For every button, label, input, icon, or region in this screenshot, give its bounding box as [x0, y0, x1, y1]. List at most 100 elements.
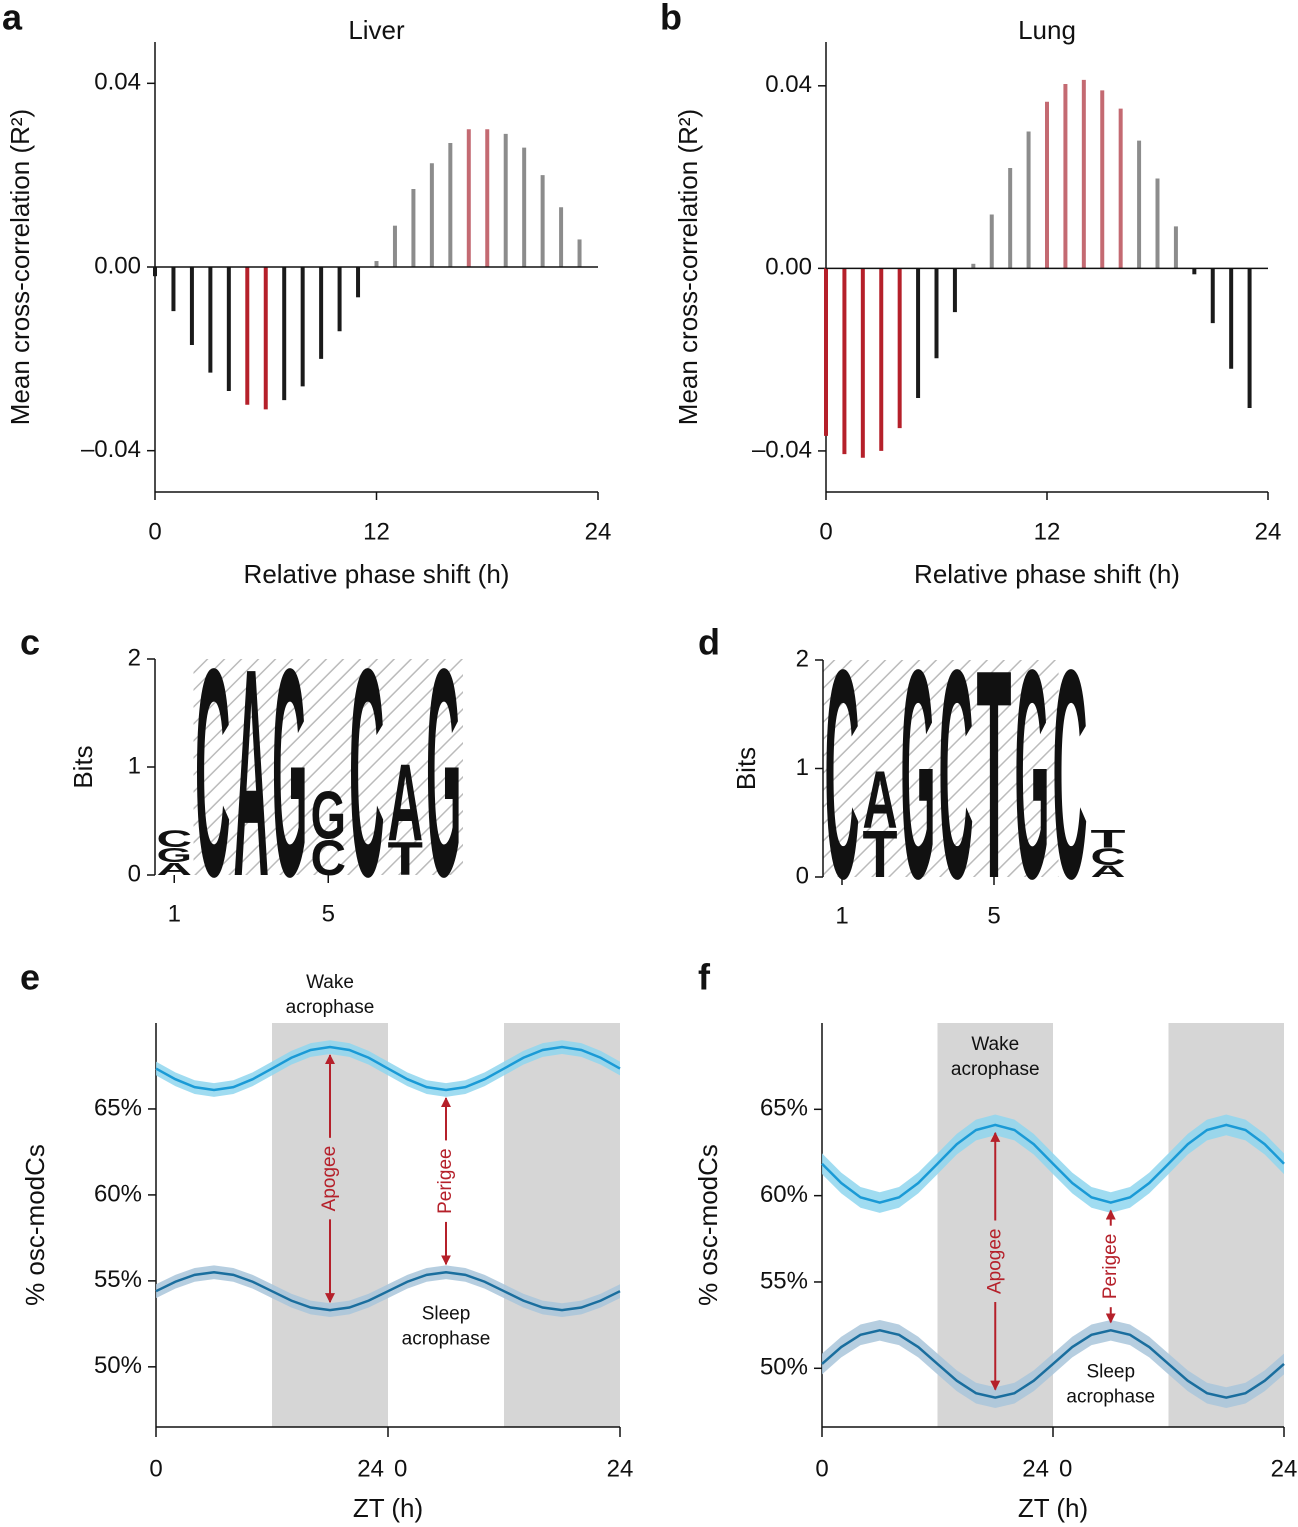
logo-letter: C	[310, 829, 346, 886]
panel-letter: d	[698, 622, 720, 663]
y-axis-label: Mean cross-correlation (R²)	[673, 109, 703, 425]
logo-letter: C	[1052, 609, 1087, 941]
y-tick-label: 1	[128, 752, 141, 779]
panel-letter: e	[20, 957, 40, 998]
x-tick-label: 24	[1022, 1455, 1049, 1482]
chart-title: Liver	[348, 15, 405, 45]
x-tick-label: 0	[819, 518, 832, 545]
x-tick-label: 12	[363, 518, 390, 545]
x-tick-label: 24	[357, 1455, 384, 1482]
series-label: acrophase	[1066, 1386, 1155, 1407]
series-line	[821, 1329, 1285, 1399]
x-tick-label: 12	[1034, 518, 1061, 545]
logo-letter: T	[976, 609, 1011, 941]
series-label: Wake	[306, 972, 354, 993]
logo-letter: C	[1090, 844, 1125, 871]
x-tick-label: 0	[815, 1455, 828, 1482]
hatched-region	[823, 660, 1059, 877]
x-tick-label: 1	[168, 900, 181, 927]
y-tick-label: 65%	[760, 1095, 808, 1122]
y-tick-label: 55%	[760, 1267, 808, 1294]
night-shade	[1168, 1023, 1284, 1427]
x-tick-label: 0	[394, 1455, 407, 1482]
y-tick-label: 0.04	[765, 71, 812, 98]
logo-letter: G	[426, 607, 461, 938]
x-tick-label: 24	[607, 1455, 634, 1482]
y-tick-label: 50%	[94, 1352, 142, 1379]
series-line	[821, 1123, 1285, 1204]
y-tick-label: 0.04	[94, 69, 141, 96]
panel-letter: a	[2, 0, 23, 38]
logo-letter: G	[311, 778, 346, 853]
series-label: acrophase	[951, 1059, 1040, 1080]
x-axis-label: ZT (h)	[1018, 1493, 1088, 1523]
x-tick-label: 24	[1255, 518, 1282, 545]
night-shade	[504, 1023, 620, 1427]
logo-letter: A	[1090, 862, 1125, 881]
y-tick-label: 60%	[760, 1181, 808, 1208]
panel-letter: f	[698, 957, 711, 998]
y-tick-label: 2	[796, 645, 809, 672]
arrow-label: Perigee	[435, 1148, 456, 1214]
x-axis-label: Relative phase shift (h)	[914, 559, 1180, 589]
logo-letter: G	[157, 844, 192, 867]
logo-letter: C	[349, 609, 385, 940]
x-tick-label: 0	[1059, 1455, 1072, 1482]
x-tick-label: 5	[322, 900, 335, 927]
x-tick-label: 0	[148, 518, 161, 545]
logo-letter: T	[1090, 825, 1125, 853]
x-tick-label: 24	[585, 518, 612, 545]
y-tick-label: 1	[796, 754, 809, 781]
y-axis-label: Bits	[731, 747, 761, 790]
y-tick-label: 0	[128, 860, 141, 887]
y-tick-label: 50%	[760, 1354, 808, 1381]
y-axis-label: % osc-modCs	[20, 1144, 50, 1306]
logo-letter: G	[1015, 608, 1050, 941]
arrow-label: Apogee	[319, 1146, 340, 1212]
y-axis-label: % osc-modCs	[693, 1144, 723, 1306]
logo-letter: A	[387, 742, 423, 865]
logo-letter: G	[901, 608, 936, 941]
arrow-label: Perigee	[1100, 1234, 1121, 1300]
logo-letter: C	[938, 609, 973, 941]
y-tick-label: 0.00	[765, 254, 812, 281]
arrow-label: Apogee	[984, 1228, 1005, 1294]
logo-letter: C	[195, 609, 231, 940]
x-tick-label: 24	[1271, 1455, 1298, 1482]
series-label: acrophase	[286, 997, 375, 1018]
panel-letter: b	[660, 0, 682, 38]
y-tick-label: –0.04	[81, 436, 141, 463]
y-tick-label: 2	[128, 644, 141, 671]
y-tick-label: –0.04	[752, 436, 812, 463]
logo-letter: A	[233, 609, 269, 940]
series-label: acrophase	[402, 1328, 491, 1349]
x-tick-label: 5	[987, 902, 1000, 929]
logo-letter: G	[272, 607, 307, 938]
logo-letter: C	[824, 609, 859, 941]
y-tick-label: 0	[796, 862, 809, 889]
panel-letter: c	[20, 622, 40, 663]
series-line	[155, 1045, 621, 1092]
logo-letter: T	[388, 833, 423, 886]
y-axis-label: Mean cross-correlation (R²)	[5, 109, 35, 425]
logo-letter: A	[862, 755, 897, 846]
hatched-region	[193, 659, 463, 875]
series-label: Wake	[971, 1034, 1019, 1055]
x-tick-label: 0	[149, 1455, 162, 1482]
x-axis-label: ZT (h)	[353, 1493, 423, 1523]
series-line	[155, 1271, 621, 1312]
logo-letter: A	[156, 859, 192, 879]
y-tick-label: 65%	[94, 1094, 142, 1121]
x-axis-label: Relative phase shift (h)	[244, 559, 510, 589]
y-axis-label: Bits	[68, 745, 98, 788]
chart-title: Lung	[1018, 15, 1076, 45]
y-tick-label: 55%	[94, 1266, 142, 1293]
logo-letter: T	[862, 818, 897, 892]
series-label: Sleep	[1086, 1361, 1135, 1382]
y-tick-label: 60%	[94, 1180, 142, 1207]
x-tick-label: 1	[835, 902, 848, 929]
series-label: Sleep	[422, 1303, 471, 1324]
logo-letter: C	[156, 826, 192, 852]
y-tick-label: 0.00	[94, 252, 141, 279]
